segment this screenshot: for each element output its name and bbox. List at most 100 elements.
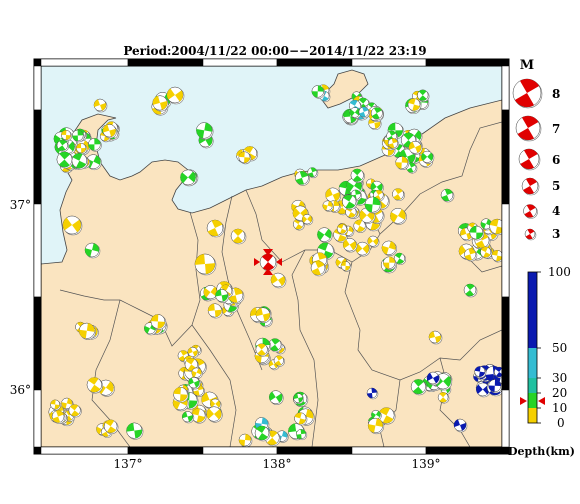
event-mechanism <box>370 107 384 121</box>
event-mechanism <box>61 129 73 142</box>
event-mechanism <box>166 86 185 105</box>
event-mechanism <box>188 377 201 390</box>
event-mechanism <box>392 188 405 202</box>
mag-legend-symbol-7 <box>515 115 542 142</box>
event-mechanism <box>93 98 108 113</box>
mag-label-5: 5 <box>552 179 560 193</box>
event-mechanism <box>488 379 502 394</box>
event-mechanism <box>203 285 219 301</box>
colorbar-30-50 <box>528 348 537 378</box>
event-mechanism <box>150 314 167 330</box>
event-mechanism <box>336 223 348 235</box>
event-mechanism <box>102 124 117 139</box>
event-mechanism <box>387 138 400 150</box>
event-mechanism <box>207 303 223 319</box>
magnitude-legend-symbols <box>512 78 543 241</box>
event-mechanism <box>206 219 225 238</box>
event-mechanism <box>71 153 89 170</box>
event-mechanism <box>358 106 371 119</box>
event-mechanism <box>464 248 478 262</box>
event-mechanism <box>273 355 285 367</box>
event-mechanism <box>480 246 493 259</box>
event-mechanism <box>268 390 284 405</box>
event-mechanism <box>340 261 352 272</box>
colorbar-20-30 <box>528 378 537 393</box>
event-mechanism <box>51 410 66 424</box>
event-mechanism <box>103 419 119 435</box>
event-mechanism <box>426 371 441 386</box>
depth-label-0: 0 <box>557 416 565 430</box>
event-mechanism <box>355 241 371 257</box>
mag-label-4: 4 <box>552 204 560 218</box>
event-mechanism <box>383 256 397 270</box>
event-mechanism <box>353 219 367 233</box>
event-mechanism <box>191 408 207 424</box>
lat-label-36: 36° <box>10 383 31 397</box>
event-mechanism <box>56 139 69 152</box>
event-mechanism <box>381 240 398 256</box>
mag-label-3: 3 <box>552 227 560 241</box>
event-mechanism <box>421 150 435 164</box>
event-mechanism <box>342 237 358 253</box>
mag-label-7: 7 <box>552 122 560 136</box>
event-mechanism <box>311 85 325 99</box>
mag-legend-symbol-4 <box>523 204 538 219</box>
event-mechanism <box>350 168 365 183</box>
mag-label-8: 8 <box>552 87 560 101</box>
event-mechanism <box>187 346 199 359</box>
event-mechanism <box>366 387 379 400</box>
event-mechanism <box>84 242 101 259</box>
main-event-marker <box>254 249 282 275</box>
event-mechanism <box>367 235 380 248</box>
event-mechanism <box>72 129 85 143</box>
colorbar-50-100 <box>528 272 537 348</box>
colorbar-outline <box>527 271 538 424</box>
mag-label-6: 6 <box>552 153 560 167</box>
lon-label-139: 139° <box>412 457 441 471</box>
event-mechanism <box>215 289 230 303</box>
event-mechanism <box>428 330 443 345</box>
lon-label-137: 137° <box>114 457 143 471</box>
event-mechanism <box>294 412 308 426</box>
depth-label-30: 30 <box>552 371 567 385</box>
event-mechanism <box>393 252 407 265</box>
event-mechanism <box>268 338 283 353</box>
event-mechanism <box>296 429 308 441</box>
event-mechanism <box>152 95 169 112</box>
event-mechanism <box>76 143 88 155</box>
event-mechanism <box>342 194 358 210</box>
lon-label-138: 138° <box>263 457 292 471</box>
event-mechanism <box>270 272 287 289</box>
event-mechanism <box>322 200 334 212</box>
depth-legend-heading: Depth(km) <box>508 445 575 458</box>
period-title: Period:2004/11/22 00:00−−2014/11/22 23:1… <box>123 44 426 58</box>
event-mechanism <box>255 343 269 357</box>
event-mechanism <box>68 404 82 418</box>
event-mechanism <box>453 418 468 433</box>
lat-label-37: 37° <box>10 198 31 212</box>
event-mechanism <box>191 367 203 379</box>
depth-label-100: 100 <box>548 265 571 279</box>
event-mechanism <box>196 122 214 140</box>
event-mechanism <box>463 283 478 298</box>
event-mechanism <box>364 196 382 214</box>
event-markers <box>48 84 502 447</box>
event-mechanism <box>317 227 333 243</box>
event-mechanism <box>184 357 199 373</box>
event-mechanism <box>206 406 223 423</box>
event-mechanism <box>230 228 247 245</box>
event-mechanism <box>474 366 487 379</box>
event-mechanism <box>78 322 96 340</box>
event-mechanism <box>494 366 502 379</box>
event-mechanism <box>173 387 189 403</box>
event-mechanism <box>489 218 502 236</box>
map-frame <box>33 58 510 455</box>
depth-colorbar: 100 50 30 20 10 0 Depth(km) <box>508 265 575 458</box>
event-mechanism <box>407 98 422 112</box>
event-mechanism <box>238 433 253 447</box>
colorbar-0-10 <box>528 408 537 423</box>
event-mechanism <box>302 214 314 226</box>
event-mechanism <box>307 167 319 179</box>
event-mechanism <box>50 399 62 411</box>
